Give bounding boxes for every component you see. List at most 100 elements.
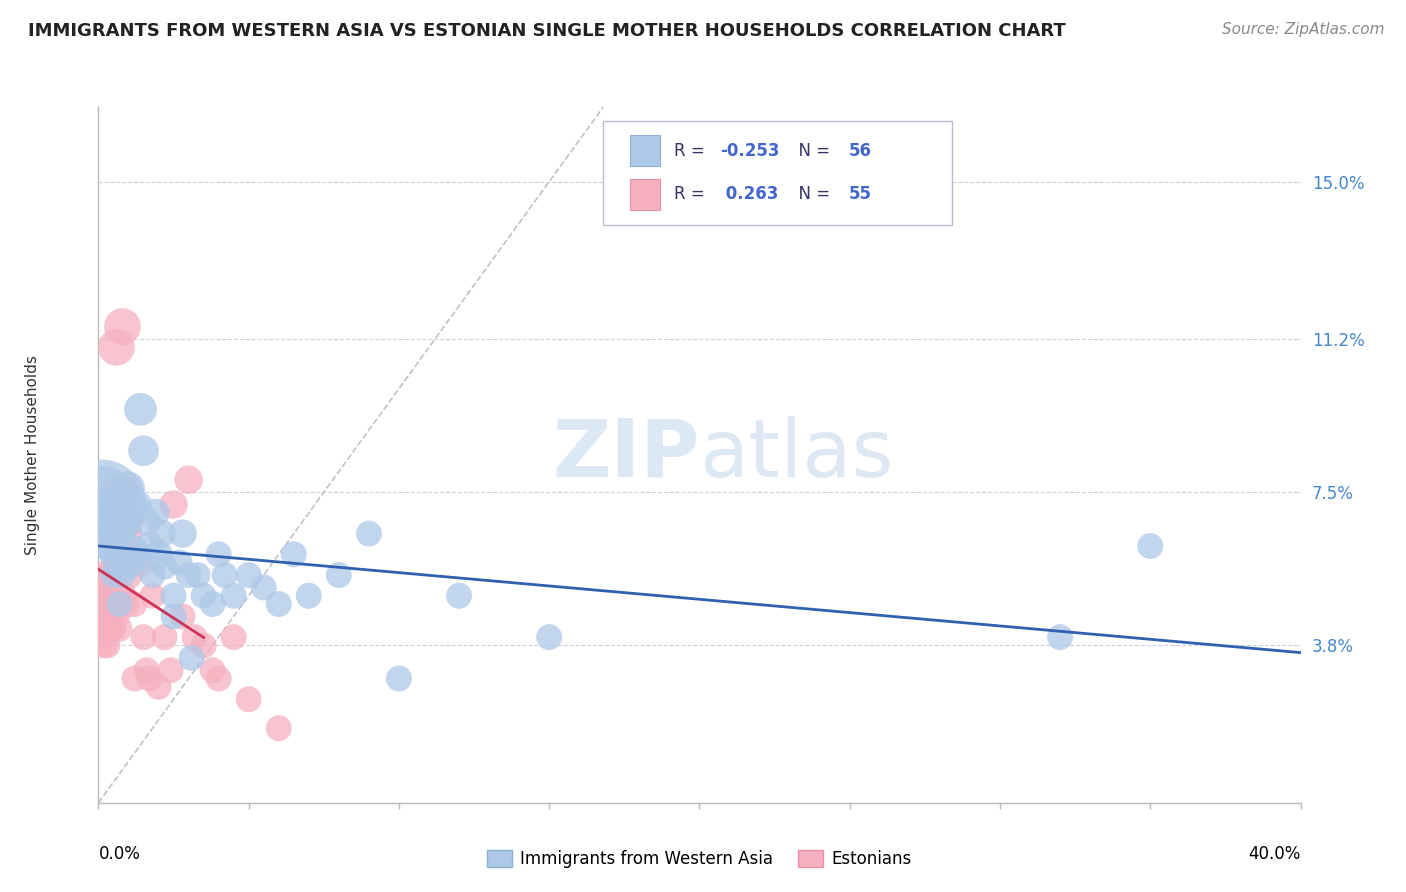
Text: 0.0%: 0.0% [98, 845, 141, 863]
Text: 56: 56 [849, 142, 872, 160]
Point [193, 589, 215, 603]
Point [93, 639, 115, 653]
Point [103, 597, 125, 611]
Point [93, 622, 115, 636]
Point [124, 597, 146, 611]
Point [103, 539, 125, 553]
Point [177, 568, 200, 582]
Point [172, 526, 194, 541]
Point [111, 589, 134, 603]
Point [193, 639, 215, 653]
Point [328, 568, 350, 582]
Point [208, 672, 231, 686]
Text: -0.253: -0.253 [720, 142, 779, 160]
Point [169, 556, 191, 570]
Point [138, 539, 160, 553]
Point [103, 568, 125, 582]
Point [96, 597, 118, 611]
Point [103, 506, 125, 520]
Point [208, 547, 231, 561]
Point [124, 672, 146, 686]
Point [117, 568, 139, 582]
Point [238, 692, 260, 706]
Point [117, 481, 139, 495]
Point [267, 597, 290, 611]
Point [114, 514, 136, 528]
Point [117, 514, 139, 528]
Point [135, 514, 157, 528]
Point [132, 443, 155, 458]
Point [100, 568, 122, 582]
Point [108, 622, 131, 636]
Point [121, 556, 143, 570]
Point [222, 589, 245, 603]
Point [90, 609, 112, 624]
Text: R =: R = [675, 142, 710, 160]
Point [108, 518, 131, 533]
Point [129, 402, 152, 417]
Point [127, 551, 149, 566]
Point [162, 609, 184, 624]
Text: Source: ZipAtlas.com: Source: ZipAtlas.com [1222, 22, 1385, 37]
Point [105, 556, 128, 570]
Point [141, 589, 163, 603]
Point [90, 581, 112, 595]
Text: atlas: atlas [699, 416, 894, 494]
Point [153, 630, 176, 644]
Point [108, 485, 131, 500]
Point [114, 597, 136, 611]
Point [183, 630, 205, 644]
Point [111, 526, 134, 541]
Text: R =: R = [675, 185, 710, 203]
Point [180, 651, 202, 665]
Point [162, 589, 184, 603]
Point [127, 547, 149, 561]
Point [159, 663, 181, 677]
Text: Single Mother Households: Single Mother Households [25, 355, 39, 555]
FancyBboxPatch shape [603, 121, 952, 226]
Point [388, 672, 411, 686]
Point [93, 568, 115, 582]
Text: ZIP: ZIP [553, 416, 699, 494]
Point [138, 672, 160, 686]
Point [96, 622, 118, 636]
Point [100, 526, 122, 541]
Point [129, 556, 152, 570]
Point [121, 556, 143, 570]
Point [96, 639, 118, 653]
Point [111, 485, 134, 500]
Point [1049, 630, 1071, 644]
Legend: Immigrants from Western Asia, Estonians: Immigrants from Western Asia, Estonians [481, 843, 918, 874]
Point [100, 622, 122, 636]
Point [111, 319, 134, 334]
Point [201, 663, 224, 677]
Point [1139, 539, 1161, 553]
Point [283, 547, 305, 561]
Bar [630, 135, 659, 166]
Text: N =: N = [789, 142, 835, 160]
Point [93, 597, 115, 611]
Text: N =: N = [789, 185, 835, 203]
Point [267, 721, 290, 735]
Point [172, 609, 194, 624]
Point [96, 539, 118, 553]
Point [105, 340, 128, 354]
Point [222, 630, 245, 644]
Point [153, 559, 176, 574]
Point [538, 630, 561, 644]
Text: 0.263: 0.263 [720, 185, 779, 203]
Point [201, 597, 224, 611]
Point [111, 568, 134, 582]
Point [96, 514, 118, 528]
Point [357, 526, 380, 541]
Point [253, 581, 276, 595]
Point [105, 609, 128, 624]
Point [105, 535, 128, 549]
Point [103, 568, 125, 582]
Point [121, 493, 143, 508]
Point [103, 622, 125, 636]
Point [132, 630, 155, 644]
Point [117, 559, 139, 574]
Point [93, 485, 115, 500]
Point [114, 526, 136, 541]
